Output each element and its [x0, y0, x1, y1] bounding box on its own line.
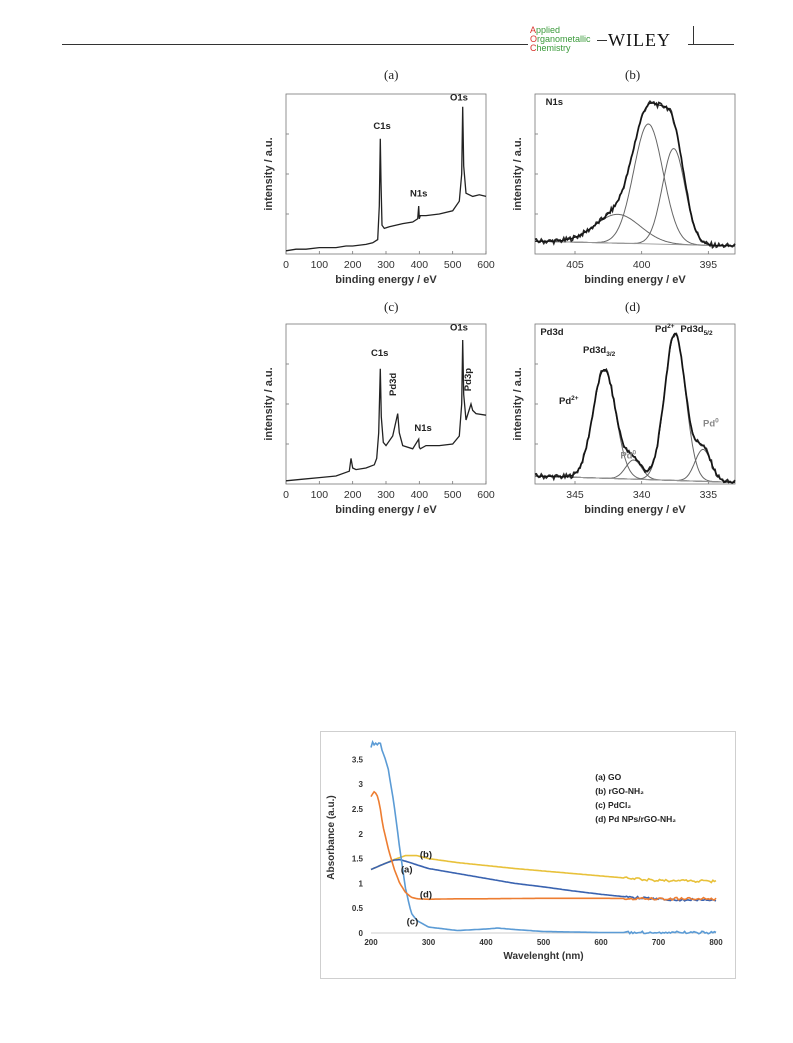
fit-envelope: [535, 332, 736, 483]
x-tick-label: 200: [344, 489, 362, 501]
y-axis-label: Absorbance (a.u.): [326, 795, 337, 879]
panel-letter-c: (c): [384, 299, 399, 314]
plot-frame: [534, 93, 736, 255]
y-axis-label: intensity / a.u.: [512, 367, 524, 440]
y-tick-label: 3.5: [352, 755, 364, 764]
y-axis-label: intensity / a.u.: [512, 137, 524, 210]
y-axis-label: intensity / a.u.: [263, 137, 275, 210]
x-tick-label: 0: [283, 489, 289, 501]
x-tick-label: 500: [537, 938, 551, 947]
peak-annotation: C1s: [373, 121, 390, 132]
series-pd-nps-line: [370, 790, 717, 902]
x-tick-label: 395: [700, 259, 718, 271]
series-pdcl2-line: [370, 739, 717, 935]
curve-label: (a): [401, 864, 413, 875]
x-tick-label: 100: [311, 489, 329, 501]
x-tick-label: 340: [633, 489, 651, 501]
peak-annotation: C1s: [371, 348, 388, 359]
x-tick-label: 0: [283, 259, 289, 271]
x-tick-label: 400: [411, 259, 429, 271]
header-rule: [62, 44, 528, 45]
y-tick-label: 0: [359, 929, 364, 938]
y-tick-label: 1.5: [352, 855, 364, 864]
y-axis-label: intensity / a.u.: [263, 367, 275, 440]
x-tick-label: 700: [652, 938, 666, 947]
legend-entry: (c) PdCl₂: [595, 800, 631, 810]
peak-annotation: Pd3d: [540, 327, 563, 338]
peak-annotation: Pd3p: [463, 368, 474, 391]
x-tick-label: 300: [377, 259, 395, 271]
xps-n1s-panel-b: 405 400 395 binding energy / eV intensity / …: [512, 93, 736, 286]
x-axis-label: binding energy / eV: [335, 504, 437, 516]
x-tick-label: 600: [594, 938, 608, 947]
peak-annotation: Pd0: [620, 449, 636, 461]
x-tick-label: 400: [479, 938, 493, 947]
peak-annotation: O1s: [450, 92, 468, 103]
peak-annotation: O1s: [450, 322, 468, 333]
uv-vis-chart-frame: 0 0.5 1 1.5 2 2.5 3 3.5 200 300 400 500 600 700 800 Wav…: [320, 731, 736, 979]
xps-survey-panel-c: 0 100 200 300 400 500 600 binding energy / eV in…: [263, 322, 495, 516]
panel-letter-a: (a): [384, 67, 399, 82]
uv-vis-chart: 0 0.5 1 1.5 2 2.5 3 3.5 200 300 400 500 600 700 800 Wav…: [326, 739, 723, 962]
x-tick-label: 400: [633, 259, 651, 271]
panel-letter-d: (d): [625, 299, 641, 314]
curve-label: (d): [420, 889, 432, 900]
header-rule-right: [688, 44, 734, 45]
curve-label: (b): [420, 850, 432, 861]
peak-annotation: N1s: [410, 188, 427, 199]
x-tick-label: 100: [311, 259, 329, 271]
x-tick-label: 405: [566, 259, 584, 271]
legend-entry: (b) rGO-NH₂: [595, 786, 644, 796]
x-tick-label: 200: [344, 259, 362, 271]
legend-entry: (a) GO: [595, 772, 621, 782]
fit-baseline: [534, 240, 736, 247]
x-tick-label: 500: [444, 489, 462, 501]
peak-annotation: Pd2+: [559, 395, 579, 407]
y-tick-label: 2: [359, 830, 364, 839]
x-axis-label: binding energy / eV: [335, 274, 437, 286]
legend-entry: (d) Pd NPs/rGO-NH₂: [595, 814, 676, 824]
x-axis-label: binding energy / eV: [584, 504, 686, 516]
xps-pd3d-panel-d: 345 340 335 binding energy / eV intensity / …: [512, 323, 736, 516]
x-tick-label: 200: [364, 938, 378, 947]
x-tick-label: 500: [444, 259, 462, 271]
panel-letter-b: (b): [625, 67, 641, 82]
x-tick-label: 400: [411, 489, 429, 501]
x-tick-label: 600: [477, 489, 495, 501]
x-tick-label: 600: [477, 259, 495, 271]
header-tick: [693, 26, 694, 44]
x-tick-label: 800: [709, 938, 723, 947]
y-tick-label: 3: [359, 780, 364, 789]
peak-annotation: Pd2+: [655, 323, 675, 335]
xps-survey-panel-a: 0 100 200 300 400 500 600 binding energy / eV in…: [263, 92, 495, 286]
peak-annotation: Pd0: [703, 417, 719, 429]
spectrum-line: [285, 106, 487, 252]
peak-annotation: Pd3d: [388, 373, 399, 396]
peak-annotation: Pd3d5/2: [680, 324, 713, 337]
peak-annotation: Pd3d3/2: [583, 345, 616, 358]
y-tick-label: 1: [359, 879, 364, 888]
x-axis-label: binding energy / eV: [584, 274, 686, 286]
publisher-logo: WILEY: [608, 30, 671, 50]
series-rgo-nh2-line: [370, 854, 717, 884]
curve-label: (c): [407, 917, 419, 928]
y-tick-label: 2.5: [352, 805, 364, 814]
peak-annotation: N1s: [546, 97, 563, 108]
experimental-data: [534, 99, 736, 250]
plot-frame: [285, 93, 487, 255]
journal-logo: Applied Organometallic Chemistry: [530, 25, 591, 53]
x-tick-label: 300: [377, 489, 395, 501]
spectrum-line: [285, 339, 487, 482]
x-tick-label: 345: [566, 489, 584, 501]
x-tick-label: 335: [700, 489, 718, 501]
journal-dash: [597, 40, 607, 41]
y-tick-label: 0.5: [352, 904, 364, 913]
peak-annotation: N1s: [414, 423, 431, 434]
x-axis-label: Wavelenght (nm): [503, 951, 583, 962]
fit-envelope: [535, 102, 735, 247]
x-tick-label: 300: [422, 938, 436, 947]
